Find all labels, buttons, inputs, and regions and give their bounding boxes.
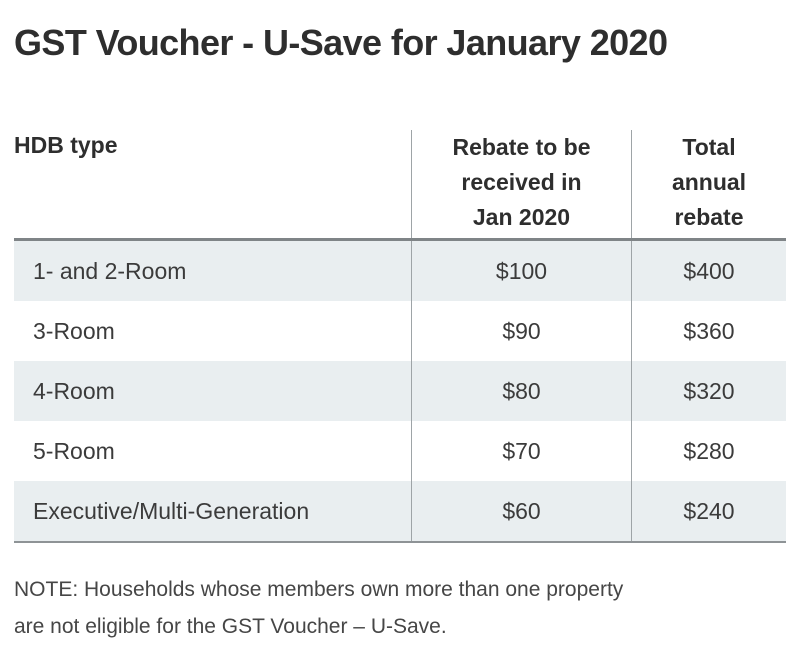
- jan-rebate-cell: $70: [412, 421, 632, 481]
- table-header-row: HDB type Rebate to be received in Jan 20…: [14, 130, 786, 238]
- table-row: 3-Room $90 $360: [14, 301, 786, 361]
- annual-rebate-cell: $320: [683, 377, 735, 404]
- header-line: Jan 2020: [472, 204, 571, 230]
- rebate-table: HDB type Rebate to be received in Jan 20…: [14, 130, 786, 543]
- column-header-hdb-type: HDB type: [14, 130, 412, 238]
- jan-rebate-cell: $90: [412, 301, 632, 361]
- header-line: annual: [671, 169, 747, 195]
- annual-rebate-cell: $280: [683, 437, 735, 464]
- table-row: 1- and 2-Room $100 $400: [14, 241, 786, 301]
- header-line: Rebate to be: [452, 134, 591, 160]
- footnote: NOTE: Households whose members own more …: [14, 571, 623, 645]
- table-body: 1- and 2-Room $100 $400 3-Room $90 $360 …: [14, 238, 786, 543]
- header-line: received in: [461, 169, 582, 195]
- hdb-type-cell: 4-Room: [14, 361, 412, 421]
- hdb-type-cell: 5-Room: [14, 421, 412, 481]
- annual-rebate-cell: $240: [683, 497, 735, 524]
- annual-rebate-cell: $400: [683, 257, 735, 284]
- page-title: GST Voucher - U-Save for January 2020: [14, 22, 668, 63]
- hdb-type-cell: 3-Room: [14, 301, 412, 361]
- annual-rebate-cell: $360: [683, 317, 735, 344]
- column-header-annual-rebate: Total annual rebate: [632, 130, 786, 238]
- footnote-line: are not eligible for the GST Voucher – U…: [14, 615, 447, 638]
- footnote-line: NOTE: Households whose members own more …: [14, 578, 624, 601]
- table-row: 4-Room $80 $320: [14, 361, 786, 421]
- jan-rebate-cell: $60: [412, 481, 632, 541]
- header-line: rebate: [674, 204, 744, 230]
- table-row: 5-Room $70 $280: [14, 421, 786, 481]
- header-line: Total: [682, 134, 736, 160]
- table-row: Executive/Multi-Generation $60 $240: [14, 481, 786, 541]
- jan-rebate-cell: $80: [412, 361, 632, 421]
- jan-rebate-cell: $100: [412, 241, 632, 301]
- hdb-type-cell: 1- and 2-Room: [14, 241, 412, 301]
- column-header-jan-rebate: Rebate to be received in Jan 2020: [412, 130, 632, 238]
- hdb-type-cell: Executive/Multi-Generation: [14, 481, 412, 541]
